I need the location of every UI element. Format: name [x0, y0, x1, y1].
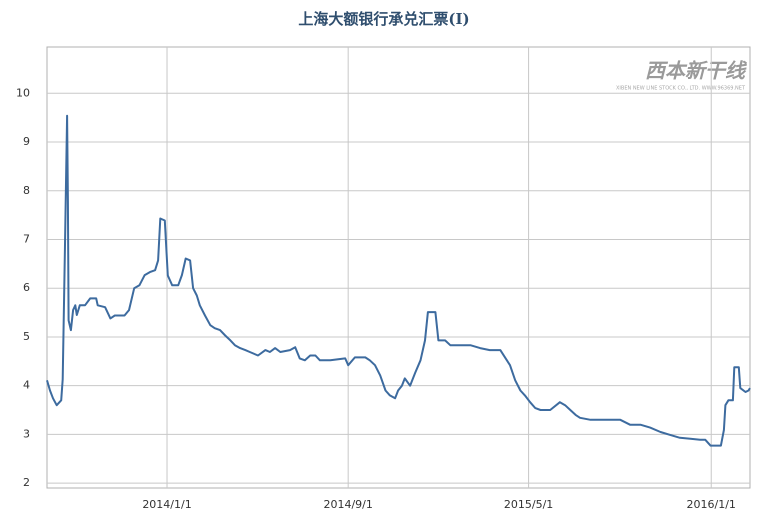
x-tick-label: 2014/9/1: [323, 498, 372, 511]
y-tick-label: 5: [23, 330, 30, 343]
watermark-sub: XIBEN NEW LINE STOCK CO., LTD. WWW.96369…: [616, 86, 746, 92]
plot-frame: [46, 46, 751, 489]
y-tick-label: 10: [16, 86, 30, 99]
x-tick-label: 2015/5/1: [504, 498, 553, 511]
y-tick-label: 2: [23, 476, 30, 489]
watermark: 西本新干线: [645, 59, 748, 83]
chart-title: 上海大额银行承兑汇票(Ⅰ): [298, 10, 469, 28]
y-tick-label: 9: [23, 135, 30, 148]
y-tick-label: 8: [23, 184, 30, 197]
y-tick-label: 4: [23, 379, 30, 392]
x-tick-label: 2014/1/1: [142, 498, 191, 511]
y-tick-label: 3: [23, 427, 30, 440]
x-tick-label: 2016/1/1: [687, 498, 736, 511]
y-tick-label: 7: [23, 232, 30, 245]
y-tick-label: 6: [23, 281, 30, 294]
line: [46, 114, 751, 447]
